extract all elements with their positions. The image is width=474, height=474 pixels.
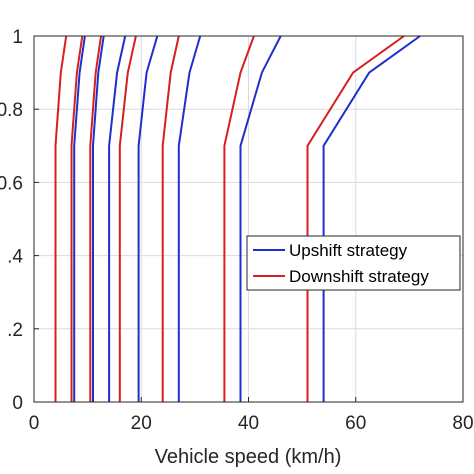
downshift-line-2	[70, 35, 84, 402]
y-tick-label-4: 0.8	[0, 100, 23, 121]
y-tick-label-0: 0	[12, 393, 23, 414]
x-tick-label-4: 80	[452, 413, 473, 434]
x-tick-label-3: 60	[345, 413, 366, 434]
upshift-line-4	[137, 35, 159, 402]
x-axis: 0 20 40 60 80	[29, 397, 474, 434]
upshift-line-2	[92, 35, 105, 402]
legend-box	[246, 235, 461, 291]
legend: Upshift strategy Downshift strategy	[246, 235, 461, 291]
x-axis-title: Vehicle speed (km/h)	[155, 446, 342, 468]
upshift-line-1	[73, 35, 86, 402]
y-axis: 0 .2 .4 0.6 0.8 1	[0, 27, 39, 414]
legend-label-downshift: Downshift strategy	[289, 267, 429, 286]
upshift-line-6	[239, 35, 282, 402]
y-tick-label-1: .2	[7, 320, 23, 341]
legend-label-upshift: Upshift strategy	[289, 241, 408, 260]
y-tick-label-2: .4	[7, 247, 23, 268]
downshift-line-5	[161, 35, 180, 402]
upshift-line-3	[108, 35, 127, 402]
x-tick-label-0: 0	[29, 413, 40, 434]
x-tick-label-1: 20	[131, 413, 152, 434]
upshift-line-5	[177, 35, 202, 402]
downshift-line-4	[118, 35, 137, 402]
downshift-line-6	[223, 35, 255, 402]
downshift-line-3	[89, 35, 102, 402]
x-tick-label-2: 40	[238, 413, 259, 434]
y-tick-label-5: 1	[12, 27, 23, 48]
y-tick-label-3: 0.6	[0, 173, 23, 194]
downshift-line-1	[54, 35, 68, 402]
